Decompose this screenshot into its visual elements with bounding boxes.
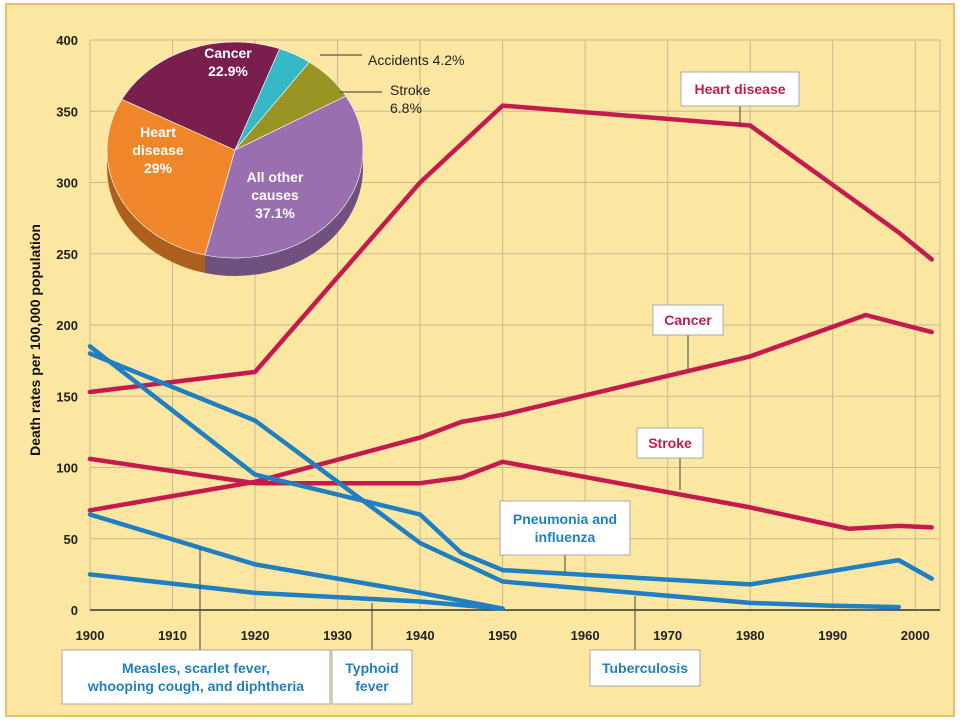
annotation-text-5-0: Measles, scarlet fever, bbox=[122, 660, 270, 676]
pie-side-0 bbox=[204, 150, 363, 277]
x-tick-label-3: 1930 bbox=[323, 628, 352, 643]
x-tick-label-6: 1960 bbox=[571, 628, 600, 643]
x-tick-label-5: 1950 bbox=[488, 628, 517, 643]
series-line-5 bbox=[87, 512, 505, 611]
annotation-box-0 bbox=[680, 71, 800, 107]
series-line-6 bbox=[87, 572, 505, 611]
series-line-3 bbox=[87, 344, 934, 587]
series-line-0 bbox=[87, 103, 934, 395]
pie-label-0-0: All other bbox=[247, 169, 304, 185]
annotation-box-1 bbox=[652, 304, 724, 336]
annotation-text-5-1: whooping cough, and diphtheria bbox=[87, 678, 304, 694]
y-tick-label-3: 150 bbox=[56, 389, 78, 404]
annotation-box-3 bbox=[499, 500, 631, 556]
x-tick-label-10: 2000 bbox=[901, 628, 930, 643]
x-tick-label-7: 1970 bbox=[653, 628, 682, 643]
y-tick-label-6: 300 bbox=[56, 176, 78, 191]
y-tick-label-8: 400 bbox=[56, 33, 78, 48]
pie-label-4-0: Stroke bbox=[390, 82, 431, 98]
pie-slice-2 bbox=[121, 41, 281, 151]
x-tick-label-4: 1940 bbox=[406, 628, 435, 643]
series-lines bbox=[87, 103, 934, 611]
y-tick-label-7: 350 bbox=[56, 104, 78, 119]
x-tick-label-8: 1980 bbox=[736, 628, 765, 643]
y-tick-label-2: 100 bbox=[56, 461, 78, 476]
series-line-4 bbox=[87, 351, 901, 610]
annotation-text-3-1: influenza bbox=[535, 529, 596, 545]
pie-label-1-1: disease bbox=[132, 142, 184, 158]
x-tick-label-0: 1900 bbox=[76, 628, 105, 643]
annotation-box-4 bbox=[589, 649, 701, 687]
series-line-2 bbox=[87, 456, 934, 532]
y-tick-label-1: 50 bbox=[64, 532, 78, 547]
pie-label-2-0: Cancer bbox=[204, 45, 252, 61]
x-tick-label-1: 1910 bbox=[158, 628, 187, 643]
pie-label-1-0: Heart bbox=[140, 124, 176, 140]
annotation-text-4-0: Tuberculosis bbox=[602, 660, 688, 676]
annotation-text-2-0: Stroke bbox=[648, 435, 692, 451]
pie-label-0-1: causes bbox=[251, 187, 299, 203]
pie-slice-1 bbox=[106, 98, 236, 256]
pie-label-4-1: 6.8% bbox=[390, 100, 422, 116]
pie-label-0-2: 37.1% bbox=[255, 205, 295, 221]
y-tick-label-5: 250 bbox=[56, 247, 78, 262]
pie-label-2-1: 22.9% bbox=[208, 63, 248, 79]
annotation-text-6-1: fever bbox=[355, 678, 389, 694]
annotation-text-3-0: Pneumonia and bbox=[513, 511, 617, 527]
series-line-1 bbox=[87, 312, 934, 513]
x-tick-label-2: 1920 bbox=[241, 628, 270, 643]
pie-chart: All other causes 37.1% Heart disease 29% Cance… bbox=[106, 41, 465, 277]
x-tick-label-9: 1990 bbox=[818, 628, 847, 643]
annotation-text-0-0: Heart disease bbox=[694, 81, 785, 97]
annotation-box-2 bbox=[636, 427, 704, 459]
pie-side-1 bbox=[107, 150, 205, 273]
annotation-text-6-0: Typhoid bbox=[345, 660, 398, 676]
y-tick-label-4: 200 bbox=[56, 318, 78, 333]
pie-label-3-0: Accidents 4.2% bbox=[368, 52, 465, 68]
pie-label-1-2: 29% bbox=[144, 160, 173, 176]
annotation-box-6 bbox=[331, 649, 413, 705]
annotations: Heart disease Cancer Stroke Pneumonia and in… bbox=[61, 71, 800, 705]
annotation-box-5 bbox=[61, 649, 331, 705]
y-tick-label-0: 0 bbox=[71, 603, 78, 618]
pie-slice-0 bbox=[204, 95, 364, 259]
pie-slice-4 bbox=[234, 61, 347, 151]
annotation-text-1-0: Cancer bbox=[664, 312, 712, 328]
y-axis-label: Death rates per 100,000 population bbox=[27, 224, 43, 456]
